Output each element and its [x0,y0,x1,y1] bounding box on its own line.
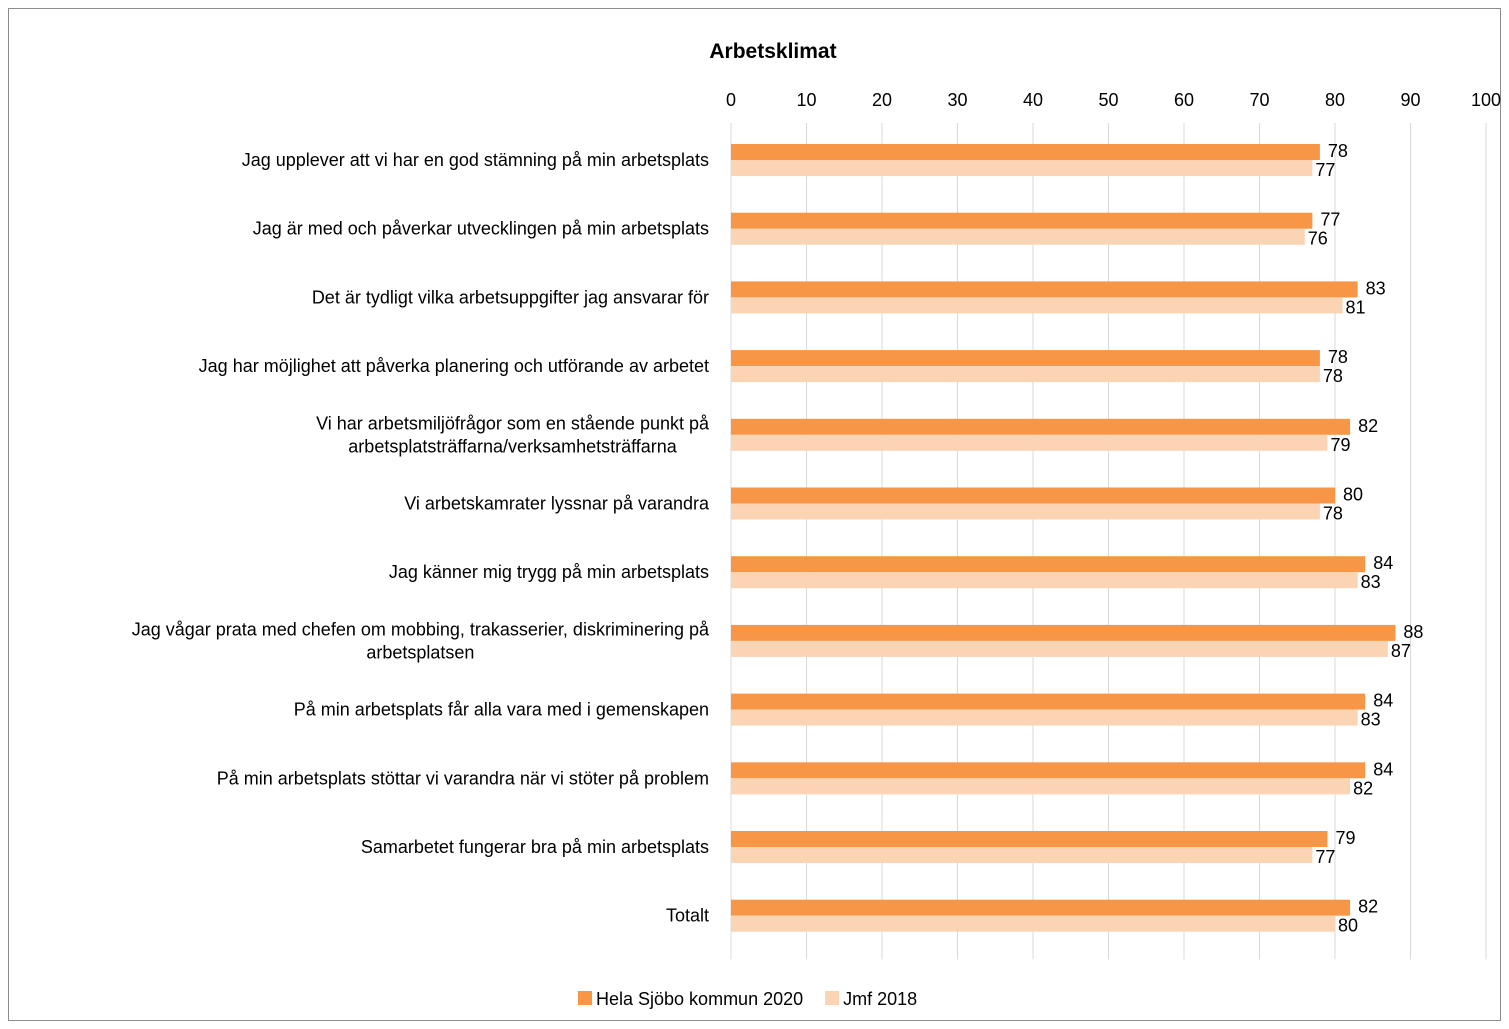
bar-series-1 [731,624,1396,641]
category-labels: Jag upplever att vi har en god stämning … [132,150,710,926]
bar-series-1 [731,556,1366,573]
legend-label: Jmf 2018 [843,989,917,1009]
bar-series-2 [731,640,1388,657]
data-label: 78 [1328,141,1348,161]
data-label: 80 [1343,485,1363,505]
x-tick-label: 0 [726,90,736,110]
bar-series-1 [731,418,1351,435]
chart-title: Arbetsklimat [709,40,836,63]
category-label: På min arbetsplats stöttar vi varandra n… [217,768,709,788]
data-label: 87 [1391,641,1411,661]
data-label: 79 [1335,828,1355,848]
data-label: 82 [1353,778,1373,798]
data-labels: 7877777683817878827980788483888784838482… [1308,141,1424,936]
bar-series-1 [731,899,1351,916]
bar-series-2 [731,847,1313,863]
legend-label: Hela Sjöbo kommun 2020 [596,989,803,1009]
x-tick-label: 100 [1471,90,1501,110]
x-tick-label: 30 [947,90,967,110]
data-label: 77 [1320,210,1340,230]
bar-series-1 [731,281,1358,298]
bar-series-1 [731,693,1366,710]
legend-swatch [578,991,592,1005]
bar-series-1 [731,350,1320,367]
legend-swatch [825,991,840,1005]
bar-series-2 [731,709,1358,726]
bar-series-2 [731,228,1305,245]
category-label: Totalt [666,906,709,926]
bar-series-1 [731,144,1320,160]
bar-series-2 [731,915,1335,932]
category-label: arbetsplatsen [366,642,474,662]
data-label: 83 [1361,710,1381,730]
bar-series-2 [731,503,1320,520]
data-label: 77 [1315,847,1335,867]
category-label: arbetsplatsträffarna/verksamhetsträffarn… [348,436,677,456]
x-tick-label: 60 [1174,90,1194,110]
data-label: 77 [1315,160,1335,180]
category-label: Jag upplever att vi har en god stämning … [242,150,709,170]
x-tick-label: 50 [1098,90,1118,110]
x-tick-label: 10 [796,90,816,110]
data-label: 79 [1330,435,1350,455]
data-label: 82 [1358,416,1378,436]
category-label: Jag vågar prata med chefen om mobbing, t… [132,619,710,639]
x-tick-label: 80 [1325,90,1345,110]
bar-series-1 [731,762,1366,779]
bar-series-2 [731,160,1313,176]
category-label: Vi arbetskamrater lyssnar på varandra [404,494,710,514]
data-label: 80 [1338,916,1358,936]
data-label: 78 [1323,366,1343,386]
legend: Hela Sjöbo kommun 2020 Jmf 2018 [578,989,917,1009]
x-axis-ticks: 0 10 20 30 40 50 60 70 80 90 100 [726,90,1501,110]
bar-series-2 [731,572,1358,589]
chart-svg: Arbetsklimat 0 10 20 30 40 50 60 70 80 90 100 Jag … [132,40,1501,1009]
bars [731,144,1396,932]
bar-series-1 [731,487,1335,504]
bar-series-2 [731,778,1351,795]
data-label: 78 [1323,504,1343,524]
gridlines [730,123,1487,960]
data-label: 78 [1328,347,1348,367]
category-label: Jag känner mig trygg på min arbetsplats [389,562,709,582]
bar-series-1 [731,831,1328,847]
category-label: Det är tydligt vilka arbetsuppgifter jag… [312,287,709,307]
data-label: 81 [1346,297,1366,317]
category-label: Jag är med och påverkar utvecklingen på … [253,219,709,239]
data-label: 84 [1373,691,1393,711]
data-label: 84 [1373,759,1393,779]
bar-series-2 [731,366,1320,383]
data-label: 82 [1358,897,1378,917]
data-label: 83 [1361,572,1381,592]
data-label: 88 [1403,622,1423,642]
x-tick-label: 20 [872,90,892,110]
data-label: 84 [1373,553,1393,573]
data-label: 76 [1308,229,1328,249]
bar-series-2 [731,434,1328,451]
chart-frame: Arbetsklimat 0 10 20 30 40 50 60 70 80 90 100 Jag … [8,8,1501,1021]
category-label: Samarbetet fungerar bra på min arbetspla… [361,837,709,857]
x-tick-label: 40 [1023,90,1043,110]
category-label: Vi har arbetsmiljöfrågor som en stående … [316,413,710,433]
data-label: 83 [1366,278,1386,298]
category-label: Jag har möjlighet att påverka planering … [199,356,709,376]
bar-series-1 [731,212,1313,229]
bar-series-2 [731,297,1343,314]
category-label: På min arbetsplats får alla vara med i g… [294,700,709,720]
x-tick-label: 90 [1400,90,1420,110]
x-tick-label: 70 [1249,90,1269,110]
